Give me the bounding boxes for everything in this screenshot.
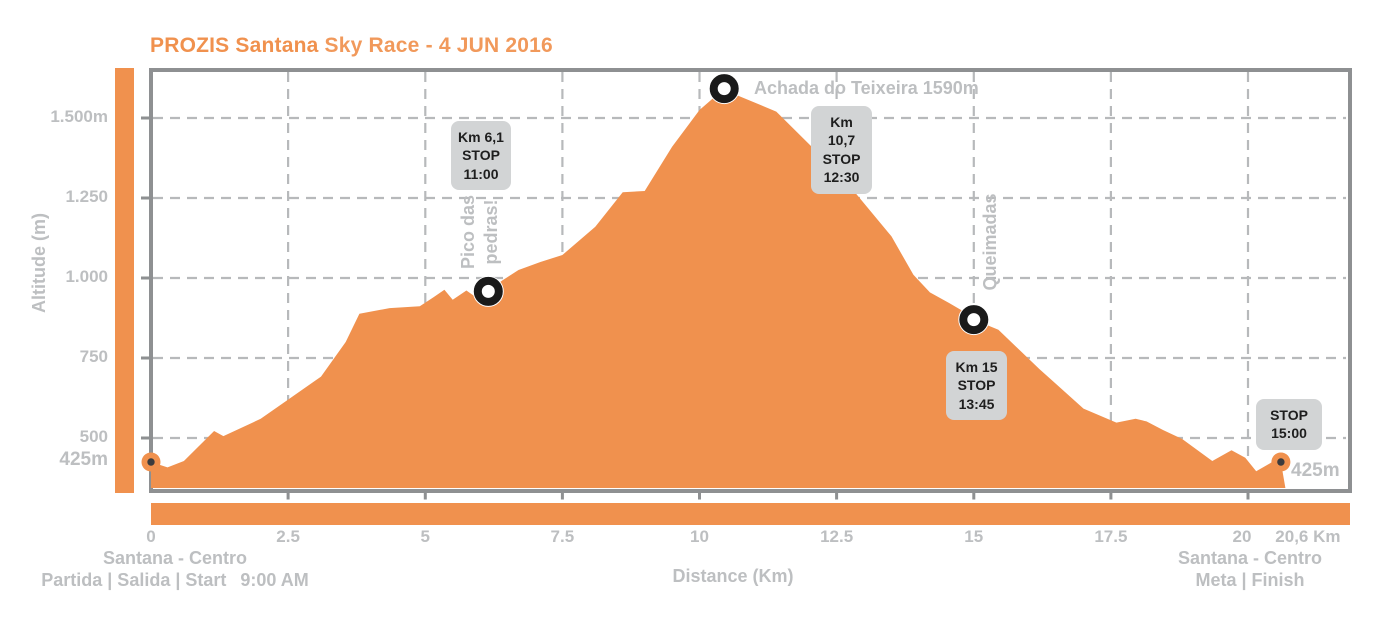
y-tick-label: 1.500m	[50, 107, 108, 126]
stop-km: Km 15	[955, 359, 998, 375]
finish-altitude-label: 425m	[1291, 460, 1340, 481]
stop-box-km10: Km 10,7 STOP 12:30	[811, 106, 872, 194]
x-tick-label: 5	[420, 527, 430, 546]
finish-station-block: Santana - Centro Meta | Finish	[1153, 547, 1347, 591]
stop-box-finish: STOP 15:00	[1256, 399, 1322, 450]
start-station-name: Santana - Centro	[102, 548, 248, 568]
summit-name-label: Achada do Teixeira 1590m	[754, 78, 979, 98]
elevation-area	[151, 88, 1286, 488]
title-brand: PROZIS Santana	[150, 34, 319, 57]
checkpoint-km6-marker	[472, 275, 504, 307]
x-tick-label: 10	[690, 527, 709, 546]
finish-marker	[1271, 452, 1291, 472]
y-tick-label: 1.250	[65, 187, 108, 206]
summit-marker	[708, 73, 740, 105]
x-tick-label: 17.5	[1094, 527, 1128, 546]
place-label-pico-das-pedras: Pico das pedras!	[458, 194, 501, 270]
x-tick-label: 12.5	[820, 527, 854, 546]
stop-time: 13:45	[958, 395, 995, 412]
stop-time: 15:00	[1271, 425, 1307, 442]
marker-ring	[959, 305, 989, 335]
x-tick-label: 2.5	[276, 527, 300, 546]
start-marker	[141, 452, 161, 472]
start-station-detail: Partida | Salida | Start 9:00 AM	[27, 569, 323, 591]
stop-km: Km 6,1	[458, 129, 504, 145]
finish-station-detail: Meta | Finish	[1195, 570, 1305, 590]
x-tick-label: 0	[146, 527, 156, 546]
place-label-queimadas: Queimadas	[980, 193, 1000, 291]
y-tick-label: 750	[79, 347, 108, 366]
chart-title: PROZIS Santana Sky Race - 4 JUN 2016	[150, 34, 553, 58]
stop-time: 12:30	[823, 169, 860, 186]
marker-dot-inner	[147, 458, 155, 466]
stop-word: STOP	[1270, 407, 1308, 423]
start-words: Partida | Salida | Start	[41, 570, 227, 590]
stop-km: Km 10,7	[827, 114, 856, 149]
stop-time: 11:00	[463, 165, 499, 182]
y-axis-orange-bar	[115, 68, 134, 493]
x-tick-label: 15	[964, 527, 984, 546]
stop-word: STOP	[822, 150, 861, 167]
x-axis-orange-bar	[151, 503, 1350, 525]
stop-word: STOP	[462, 147, 500, 164]
finish-station-name: Santana - Centro	[1177, 548, 1323, 568]
elevation-chart-svg	[141, 72, 1346, 500]
marker-dot-inner	[1277, 458, 1285, 466]
start-time: 9:00 AM	[240, 570, 309, 590]
stop-word: STOP	[957, 377, 996, 394]
y-axis-title: Altitude (m)	[29, 213, 49, 313]
y-tick-label: 500	[79, 427, 108, 446]
axis-tick-marks	[141, 116, 1250, 500]
x-tick-label: 20,6 Km	[1275, 527, 1341, 546]
start-station-block: Santana - Centro Partida | Salida | Star…	[27, 547, 323, 591]
y-tick-label: 1.000	[65, 267, 108, 286]
start-altitude-label: 425m	[59, 449, 108, 470]
x-tick-label: 20	[1232, 527, 1252, 546]
marker-ring	[709, 74, 739, 104]
stop-box-km15: Km 15 STOP 13:45	[946, 351, 1007, 421]
stop-box-km6: Km 6,1 STOP 11:00	[451, 121, 511, 191]
title-subtitle: Sky Race - 4 JUN 2016	[318, 34, 553, 57]
x-tick-label: 7.5	[550, 527, 575, 546]
marker-ring	[473, 276, 503, 306]
x-axis-title: Distance (Km)	[672, 566, 794, 586]
checkpoint-km15-marker	[958, 304, 990, 336]
